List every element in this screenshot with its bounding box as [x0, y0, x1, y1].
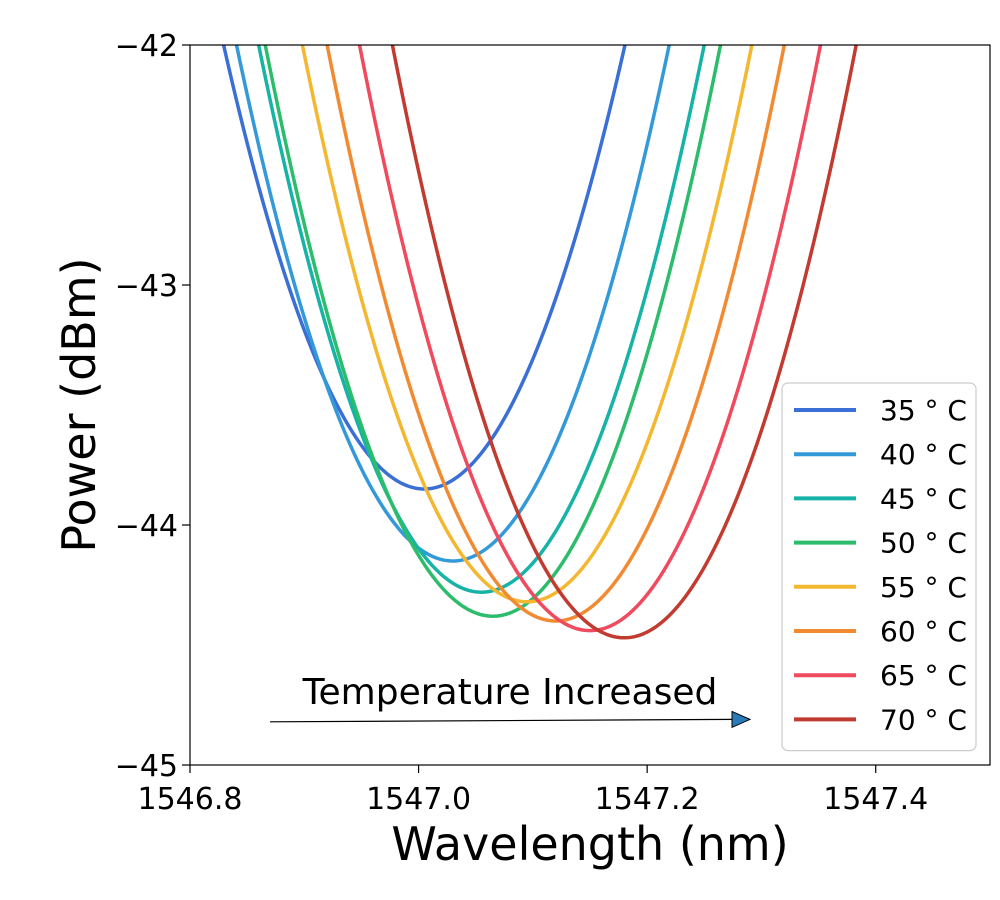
series-line-2: [256, 45, 706, 594]
series-line-3: [263, 45, 723, 618]
legend-label-5: 60 ° C: [880, 615, 967, 648]
series-line-5: [325, 45, 787, 623]
annotation-arrow-shaft: [269, 718, 735, 723]
y-tick-label-3: −42: [115, 29, 178, 64]
legend-label-2: 45 ° C: [880, 482, 967, 515]
legend-label-7: 70 ° C: [880, 703, 967, 736]
x-tick-label-0: 1546.8: [138, 782, 243, 817]
legend-box: [781, 382, 977, 752]
y-axis-label: Power (dBm): [52, 257, 106, 552]
annotation-layer: Temperature Increased: [269, 672, 752, 729]
series-line-7: [390, 45, 858, 640]
x-axis-label: Wavelength (nm): [391, 817, 788, 871]
annotation-text: Temperature Increased: [302, 672, 718, 713]
series-layer: [221, 45, 858, 640]
series-line-6: [357, 45, 823, 633]
x-tick-label-1: 1547.0: [366, 782, 471, 817]
legend-label-4: 55 ° C: [880, 571, 967, 604]
x-tick-label-3: 1547.4: [823, 782, 928, 817]
y-tick-label-2: −43: [115, 269, 178, 304]
legend-label-0: 35 ° C: [880, 394, 967, 427]
legend-label-3: 50 ° C: [880, 527, 967, 560]
y-tick-label-0: −45: [115, 749, 178, 784]
x-tick-label-2: 1547.2: [595, 782, 700, 817]
ticks-layer: 1546.8 1547.0 1547.2 1547.4 −45 −44 −43 −42: [115, 29, 929, 817]
y-tick-label-1: −44: [115, 509, 178, 544]
annotation-arrow-head: [731, 710, 752, 729]
series-line-1: [234, 45, 671, 563]
legend-label-6: 65 ° C: [880, 659, 967, 692]
legend-label-1: 40 ° C: [880, 438, 967, 471]
legend: 35 ° C 40 ° C 45 ° C 50 ° C 55 ° C 60 ° C 65 °…: [781, 382, 977, 752]
series-line-4: [300, 45, 754, 604]
plot-frame: [189, 44, 991, 766]
